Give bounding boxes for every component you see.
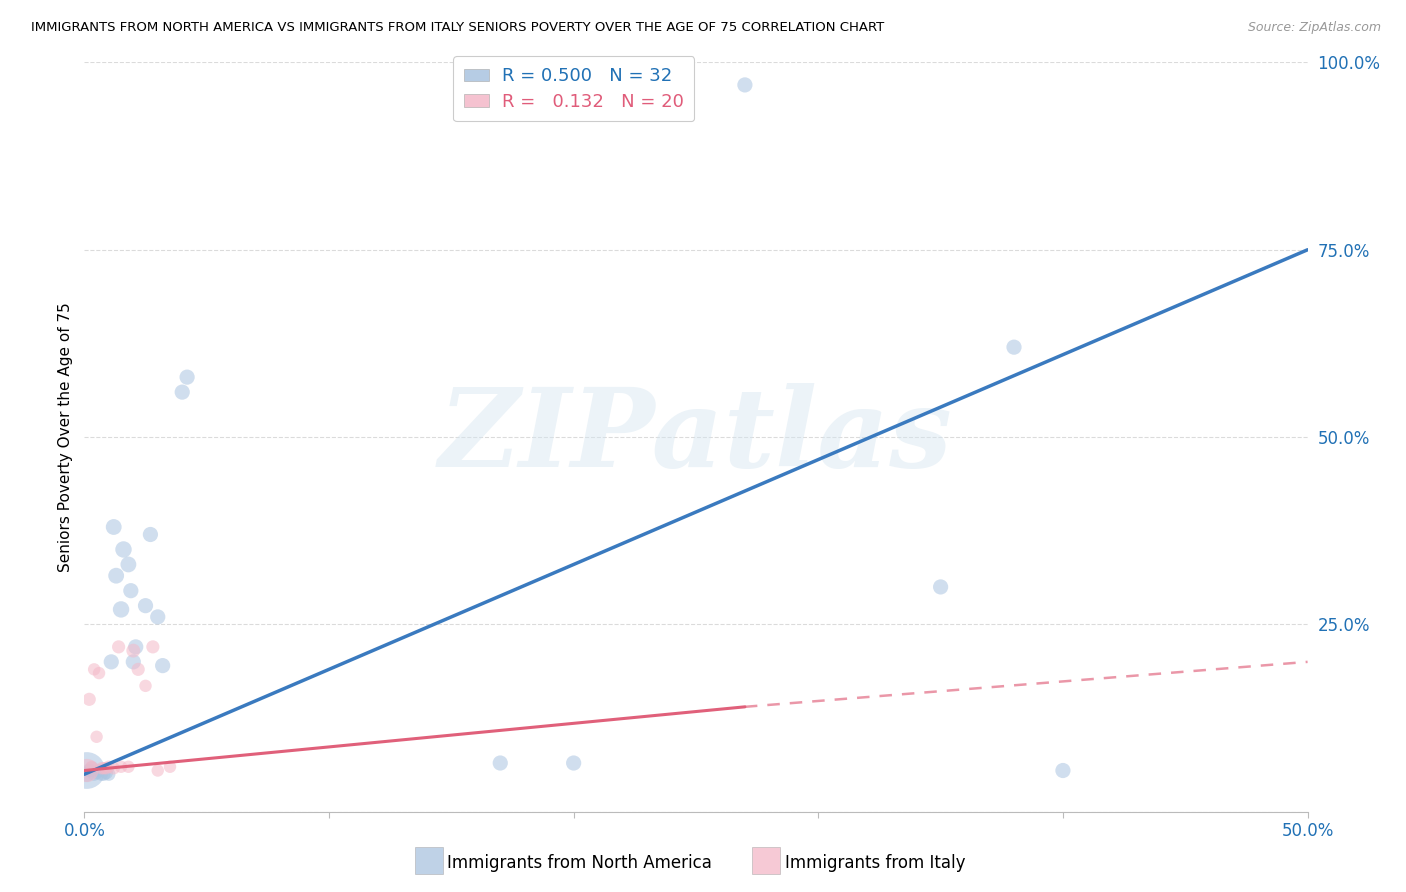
- Point: [93, 767, 115, 781]
- Point: [152, 658, 174, 673]
- Point: [122, 655, 145, 669]
- Point: [110, 602, 132, 616]
- Point: [96, 761, 118, 775]
- Point: [83, 662, 105, 676]
- Point: [135, 599, 157, 613]
- Text: Source: ZipAtlas.com: Source: ZipAtlas.com: [1247, 21, 1381, 34]
- Point: [135, 679, 157, 693]
- Point: [77, 764, 100, 778]
- Point: [97, 767, 120, 781]
- Point: [87, 666, 110, 681]
- Point: [734, 78, 756, 92]
- Point: [117, 558, 139, 572]
- Point: [122, 643, 145, 657]
- Point: [103, 761, 125, 775]
- Point: [489, 756, 512, 770]
- Point: [76, 764, 98, 778]
- Point: [142, 640, 165, 654]
- Point: [112, 542, 135, 557]
- Y-axis label: Seniors Poverty Over the Age of 75: Seniors Poverty Over the Age of 75: [58, 302, 73, 572]
- Legend: R = 0.500   N = 32, R =   0.132   N = 20: R = 0.500 N = 32, R = 0.132 N = 20: [453, 56, 695, 121]
- Text: Immigrants from North America: Immigrants from North America: [447, 854, 711, 871]
- Point: [76, 764, 98, 778]
- Point: [172, 385, 194, 400]
- Point: [139, 527, 162, 541]
- Point: [76, 767, 98, 781]
- Point: [97, 760, 120, 774]
- Point: [127, 662, 149, 676]
- Text: ZIPatlas: ZIPatlas: [439, 384, 953, 491]
- Point: [110, 760, 132, 774]
- Point: [86, 765, 108, 780]
- Point: [146, 764, 169, 778]
- Point: [929, 580, 952, 594]
- Point: [90, 761, 112, 775]
- Point: [80, 761, 103, 775]
- Point: [120, 583, 142, 598]
- Point: [125, 640, 148, 654]
- Point: [107, 640, 129, 654]
- Text: Immigrants from Italy: Immigrants from Italy: [785, 854, 965, 871]
- Point: [1002, 340, 1025, 354]
- Point: [103, 520, 125, 534]
- Point: [117, 760, 139, 774]
- Point: [159, 760, 181, 774]
- Point: [105, 568, 128, 582]
- Point: [562, 756, 585, 770]
- Point: [176, 370, 198, 384]
- Point: [146, 610, 169, 624]
- Point: [83, 767, 105, 781]
- Point: [80, 760, 103, 774]
- Point: [96, 765, 118, 780]
- Point: [86, 730, 108, 744]
- Point: [93, 761, 115, 775]
- Point: [90, 767, 112, 781]
- Point: [77, 692, 100, 706]
- Point: [87, 764, 110, 778]
- Text: IMMIGRANTS FROM NORTH AMERICA VS IMMIGRANTS FROM ITALY SENIORS POVERTY OVER THE : IMMIGRANTS FROM NORTH AMERICA VS IMMIGRA…: [31, 21, 884, 34]
- Point: [1052, 764, 1074, 778]
- Point: [100, 655, 122, 669]
